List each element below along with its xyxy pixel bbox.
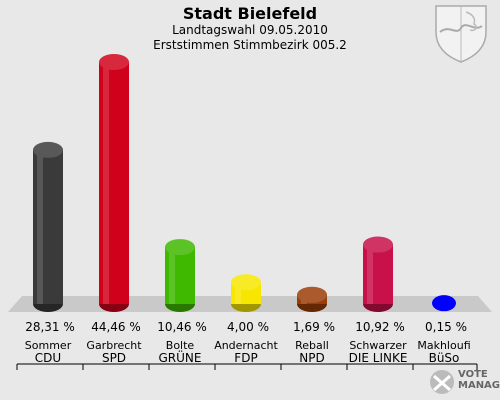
party-label: SPD — [102, 351, 126, 365]
value-label: 4,00 % — [227, 320, 269, 334]
value-label: 10,92 % — [355, 320, 405, 334]
bar-cdu — [33, 141, 63, 312]
chart-subtitle-2: Erststimmen Stimmbezirk 005.2 — [153, 38, 347, 52]
candidate-label: Reball — [295, 339, 329, 352]
value-label: 0,15 % — [425, 320, 467, 334]
coat-of-arms-icon — [435, 5, 487, 63]
party-label: DIE LINKE — [349, 351, 408, 365]
logo-line-1: VOTE — [458, 369, 488, 380]
bar-die-linke — [363, 236, 393, 312]
candidate-label: Makhloufi — [417, 339, 470, 352]
party-label: BüSo — [429, 351, 460, 365]
chart-subtitle: Landtagswahl 09.05.2010 — [172, 23, 328, 37]
party-label: FDP — [234, 351, 257, 365]
party-label: GRÜNE — [159, 349, 202, 365]
vote-manager-logo-text: VOTE MANAGER — [458, 369, 500, 391]
candidate-label: Andernacht — [214, 339, 278, 352]
value-label: 10,46 % — [157, 320, 207, 334]
bar-npd — [297, 286, 327, 312]
bar-spd — [99, 54, 129, 312]
vote-manager-logo-icon — [430, 370, 454, 394]
candidate-label: Garbrecht — [86, 339, 142, 352]
logo-line-2: MANAGER — [458, 380, 500, 391]
bar-b-so — [432, 295, 456, 312]
candidate-label: Sommer — [25, 339, 72, 352]
candidate-label: Bolte — [166, 339, 195, 352]
party-label: NPD — [299, 351, 324, 365]
bar-gr-ne — [165, 239, 195, 312]
party-label: CDU — [35, 351, 61, 365]
candidate-label: Schwarzer — [349, 339, 407, 352]
value-label: 28,31 % — [25, 320, 75, 334]
bar-fdp — [231, 274, 261, 312]
value-label: 1,69 % — [293, 320, 335, 334]
value-label: 44,46 % — [91, 320, 141, 334]
chart-title: Stadt Bielefeld — [182, 4, 318, 23]
